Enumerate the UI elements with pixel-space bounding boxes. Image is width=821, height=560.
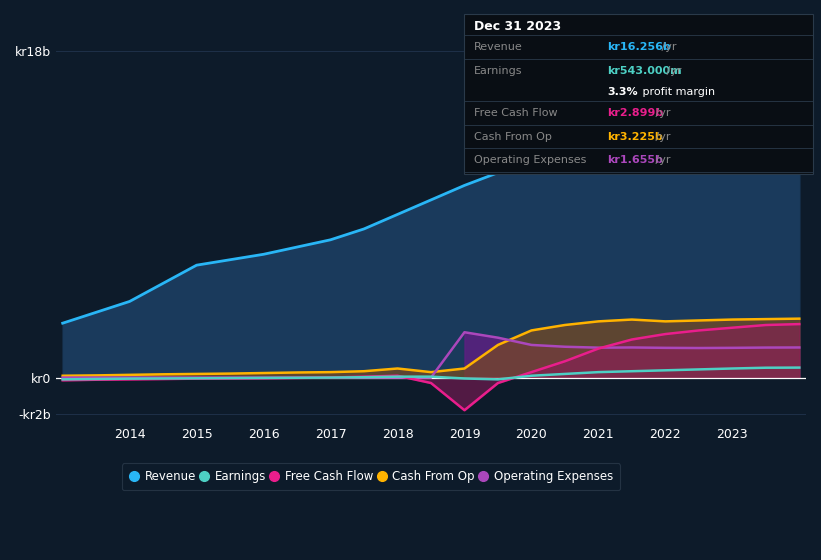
Text: /yr: /yr [652,108,671,118]
Text: kr2.899b: kr2.899b [608,108,664,118]
Text: kr543.000m: kr543.000m [608,66,682,76]
Text: profit margin: profit margin [639,87,715,97]
Text: kr16.256b: kr16.256b [608,42,672,52]
Text: kr3.225b: kr3.225b [608,132,663,142]
Text: 3.3%: 3.3% [608,87,638,97]
Text: Free Cash Flow: Free Cash Flow [474,108,557,118]
Text: /yr: /yr [663,66,682,76]
Legend: Revenue, Earnings, Free Cash Flow, Cash From Op, Operating Expenses: Revenue, Earnings, Free Cash Flow, Cash … [122,463,620,491]
Text: Dec 31 2023: Dec 31 2023 [474,20,561,33]
Text: /yr: /yr [658,42,677,52]
Text: Earnings: Earnings [474,66,522,76]
Text: /yr: /yr [652,132,671,142]
Text: Cash From Op: Cash From Op [474,132,552,142]
Text: Revenue: Revenue [474,42,522,52]
Text: kr1.655b: kr1.655b [608,155,663,165]
Text: /yr: /yr [652,155,671,165]
Text: Operating Expenses: Operating Expenses [474,155,586,165]
